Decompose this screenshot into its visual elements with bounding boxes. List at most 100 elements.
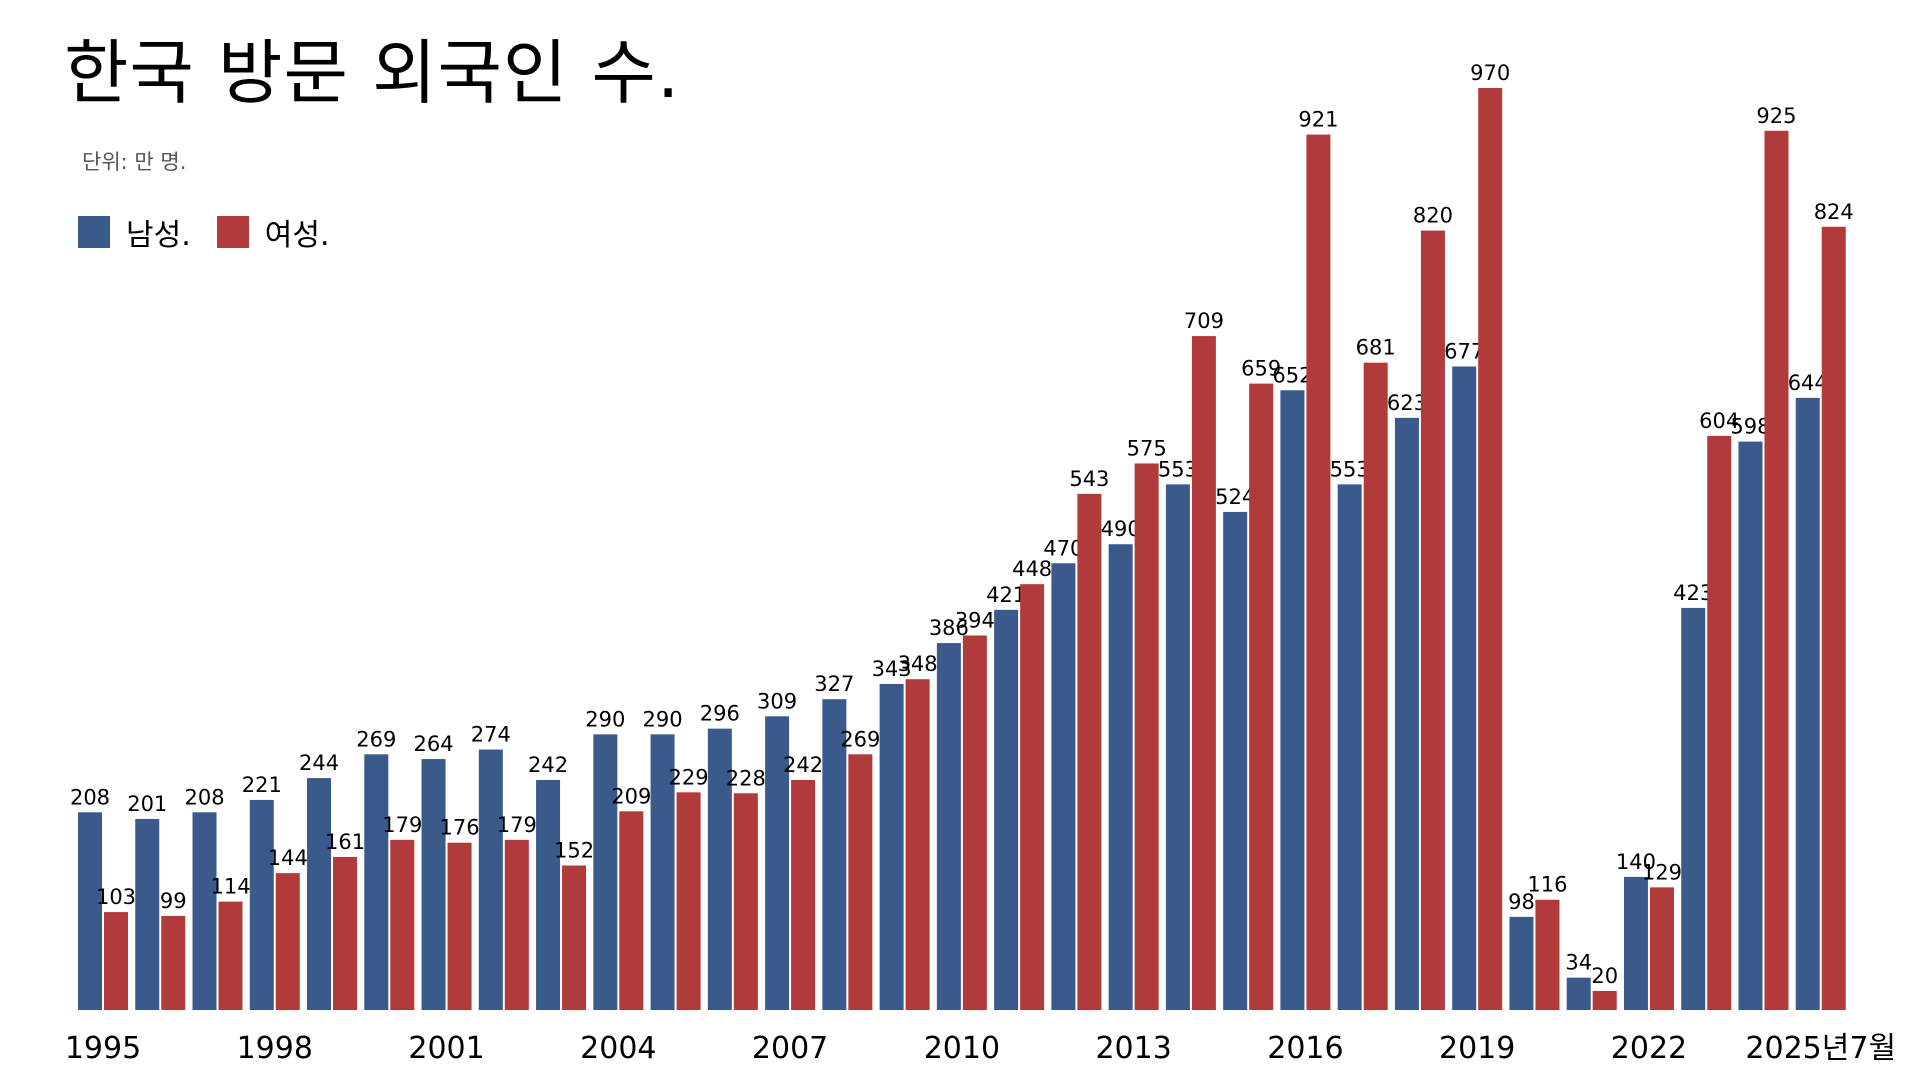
- bar-male-2001: [421, 759, 446, 1010]
- bar-male-2015: [1223, 511, 1248, 1010]
- chart-subtitle: 단위: 만 명.: [82, 150, 187, 174]
- bar-female-2025년7월: [1821, 226, 1846, 1010]
- bar-male-2000: [364, 754, 389, 1010]
- bar-male-2014: [1165, 484, 1190, 1010]
- data-label-female-2008: 269: [840, 727, 880, 751]
- bar-male-2007: [765, 716, 790, 1010]
- data-label-female-2000: 179: [382, 813, 422, 837]
- bar-female-2001: [447, 842, 472, 1010]
- bar-male-2017: [1337, 484, 1362, 1010]
- bar-male-2024: [1738, 441, 1763, 1010]
- data-label-male-2021: 34: [1565, 951, 1592, 975]
- data-label-male-2004: 290: [585, 707, 625, 731]
- bar-male-2016: [1280, 390, 1305, 1010]
- data-label-male-2013: 490: [1101, 517, 1141, 541]
- data-label-male-2009: 343: [872, 657, 912, 681]
- data-label-male-2024: 598: [1730, 415, 1770, 439]
- data-label-male-2008: 327: [814, 672, 854, 696]
- bar-female-2007: [791, 779, 816, 1010]
- data-label-female-1999: 161: [325, 830, 365, 854]
- bar-male-2006: [707, 728, 732, 1010]
- data-label-female-2003: 152: [554, 839, 594, 863]
- bar-female-2011: [1020, 584, 1045, 1010]
- bar-female-2021: [1592, 990, 1617, 1010]
- data-label-male-2015: 524: [1215, 485, 1255, 509]
- data-label-female-2019: 970: [1470, 61, 1510, 85]
- bar-female-2004: [619, 811, 644, 1010]
- bar-male-2003: [536, 779, 561, 1010]
- bar-female-2013: [1134, 463, 1159, 1010]
- bar-male-1995: [78, 812, 102, 1010]
- bar-female-2009: [905, 679, 930, 1010]
- data-label-male-2011: 421: [986, 583, 1026, 607]
- bar-female-2020: [1535, 899, 1560, 1010]
- bar-male-2025년7월: [1795, 397, 1820, 1010]
- bar-female-2023: [1707, 435, 1732, 1010]
- data-label-female-2024: 925: [1756, 104, 1796, 128]
- bar-female-1997: [218, 901, 243, 1010]
- data-label-male-1997: 208: [184, 785, 224, 809]
- data-label-female-2023: 604: [1699, 409, 1739, 433]
- data-label-male-2020: 98: [1508, 890, 1535, 914]
- bar-male-2011: [994, 609, 1019, 1010]
- bar-male-2002: [478, 749, 503, 1010]
- data-label-female-2022: 129: [1642, 860, 1682, 884]
- bar-female-2012: [1077, 493, 1102, 1010]
- bar-female-2022: [1649, 887, 1674, 1010]
- x-tick-label-0: 1995: [65, 1031, 141, 1066]
- data-label-male-2005: 290: [643, 707, 683, 731]
- bar-male-1997: [192, 812, 217, 1010]
- bar-male-2005: [650, 734, 675, 1010]
- bar-male-1998: [249, 799, 274, 1010]
- bar-male-1996: [135, 818, 160, 1010]
- bar-female-2016: [1306, 134, 1331, 1010]
- legend-item-male: 남성.: [78, 210, 191, 254]
- data-label-male-2014: 553: [1158, 457, 1198, 481]
- data-label-male-2007: 309: [757, 689, 797, 713]
- bar-female-2002: [504, 839, 529, 1010]
- x-tick-label-2: 2001: [408, 1031, 484, 1066]
- bar-female-2017: [1363, 362, 1388, 1010]
- x-tick-label-6: 2013: [1095, 1031, 1171, 1066]
- bar-female-2006: [733, 793, 758, 1010]
- data-label-male-2019: 677: [1444, 340, 1484, 364]
- legend-label-male: 남성.: [126, 218, 191, 253]
- bar-female-2005: [676, 792, 701, 1010]
- data-label-male-2002: 274: [471, 723, 511, 747]
- x-tick-label-5: 2010: [924, 1031, 1000, 1066]
- bar-male-2010: [936, 643, 961, 1010]
- data-label-male-2025년7월: 644: [1788, 371, 1828, 395]
- legend-item-female: 여성.: [216, 210, 330, 254]
- data-label-male-2018: 623: [1387, 391, 1427, 415]
- data-label-male-2000: 269: [356, 727, 396, 751]
- data-label-female-1995: 103: [96, 885, 136, 909]
- chart-title: 한국 방문 외국인 수.: [64, 32, 681, 114]
- bar-female-1996: [161, 915, 186, 1010]
- bar-female-1999: [333, 856, 358, 1010]
- data-label-female-2020: 116: [1527, 873, 1567, 897]
- data-label-male-2006: 296: [700, 702, 740, 726]
- bar-male-2004: [593, 734, 618, 1010]
- data-label-male-2016: 652: [1272, 363, 1312, 387]
- data-label-female-2021: 20: [1591, 964, 1618, 988]
- bar-male-2023: [1681, 607, 1706, 1010]
- bar-male-2008: [822, 699, 847, 1010]
- data-label-female-2009: 348: [898, 652, 938, 676]
- bar-male-2019: [1452, 366, 1477, 1010]
- bar-female-2015: [1249, 383, 1274, 1010]
- data-label-male-2017: 553: [1330, 457, 1370, 481]
- data-label-female-2005: 229: [669, 765, 709, 789]
- data-label-male-2022: 140: [1616, 850, 1656, 874]
- x-tick-label-9: 2022: [1611, 1031, 1687, 1066]
- data-label-female-2011: 448: [1012, 557, 1052, 581]
- x-tick-label-4: 2007: [752, 1031, 828, 1066]
- data-label-female-2016: 921: [1298, 108, 1338, 132]
- data-label-male-2012: 470: [1043, 536, 1083, 560]
- data-label-female-2013: 575: [1127, 436, 1167, 460]
- legend-label-female: 여성.: [264, 218, 330, 253]
- bar-male-2009: [879, 683, 904, 1010]
- x-tick-label-7: 2016: [1267, 1031, 1343, 1066]
- data-label-female-2018: 820: [1413, 204, 1453, 228]
- x-tick-label-10: 2025년7월: [1745, 1031, 1896, 1066]
- bar-female-2024: [1764, 130, 1789, 1010]
